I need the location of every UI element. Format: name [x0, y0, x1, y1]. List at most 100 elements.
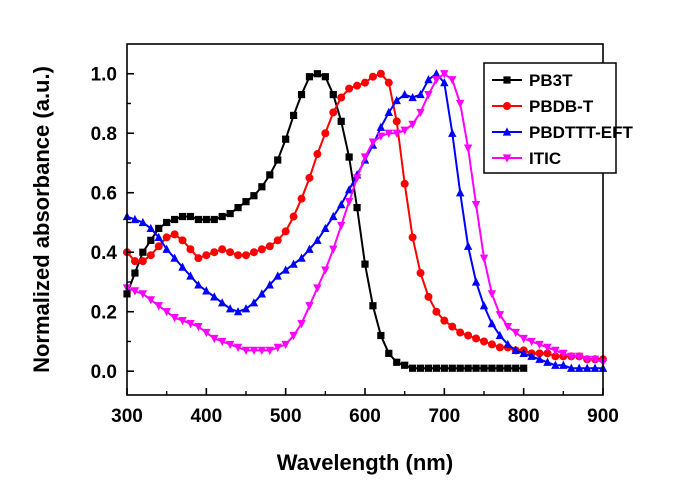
- data-point: [519, 348, 528, 357]
- data-point: [376, 122, 386, 131]
- data-point: [361, 260, 369, 268]
- data-point: [384, 78, 393, 87]
- data-point: [147, 236, 155, 244]
- data-point: [384, 129, 393, 138]
- data-point: [479, 254, 489, 263]
- legend-item: ITIC: [492, 149, 561, 168]
- data-point: [392, 129, 401, 138]
- data-point: [535, 340, 544, 350]
- data-point: [496, 364, 504, 372]
- data-point: [400, 89, 409, 99]
- legend-label: ITIC: [529, 149, 561, 168]
- data-point: [234, 251, 243, 260]
- data-point: [194, 254, 203, 263]
- legend-label: PBDTTT-EFT: [529, 123, 633, 142]
- data-point: [352, 174, 362, 183]
- y-axis-title: Normalized absorbance (a.u.): [29, 66, 54, 373]
- data-point: [440, 364, 448, 372]
- data-point: [401, 361, 409, 369]
- data-point: [186, 320, 195, 329]
- legend-marker: [502, 154, 512, 163]
- data-point: [305, 244, 314, 253]
- data-point: [202, 251, 211, 260]
- x-tick-label: 500: [270, 406, 302, 427]
- data-point: [432, 76, 441, 85]
- x-tick-label: 400: [190, 406, 222, 427]
- data-point: [218, 337, 227, 347]
- data-point: [472, 364, 480, 372]
- data-point: [471, 201, 481, 210]
- data-point: [416, 108, 425, 118]
- data-point: [146, 251, 155, 260]
- y-tick-label: 0.8: [91, 124, 117, 145]
- series-pb3t: [123, 70, 528, 372]
- data-point: [368, 138, 378, 147]
- data-point: [345, 153, 353, 161]
- data-point: [194, 215, 202, 224]
- data-point: [273, 271, 282, 280]
- data-point: [376, 69, 385, 78]
- data-point: [290, 111, 298, 119]
- x-tick-label: 600: [349, 406, 381, 427]
- data-point: [559, 360, 568, 369]
- data-point: [416, 89, 425, 99]
- data-point: [567, 363, 576, 372]
- data-point: [393, 358, 401, 366]
- data-point: [273, 343, 282, 353]
- data-point: [337, 117, 345, 125]
- series-itic: [122, 70, 608, 367]
- data-point: [233, 307, 243, 316]
- legend-label: PBDB-T: [529, 97, 594, 116]
- y-tick-label: 0.6: [91, 184, 117, 205]
- data-point: [194, 280, 203, 289]
- x-tick-label: 700: [428, 406, 460, 427]
- data-point: [218, 298, 227, 307]
- data-point: [210, 292, 219, 301]
- data-point: [416, 269, 425, 278]
- data-point: [377, 331, 385, 340]
- legend-marker: [503, 76, 511, 84]
- data-point: [361, 78, 369, 87]
- data-point: [487, 319, 497, 328]
- data-point: [313, 150, 322, 159]
- data-point: [567, 352, 576, 361]
- data-point: [313, 235, 322, 244]
- data-point: [535, 349, 544, 358]
- data-point: [408, 92, 417, 102]
- data-point: [368, 72, 377, 81]
- data-point: [495, 343, 504, 352]
- data-point: [138, 257, 147, 266]
- data-point: [194, 322, 203, 332]
- legend-label: PB3T: [529, 71, 573, 90]
- data-point: [241, 304, 251, 313]
- data-point: [385, 349, 393, 357]
- data-point: [265, 280, 274, 289]
- data-point: [543, 343, 552, 353]
- data-point: [257, 245, 266, 254]
- legend-item: PBDB-T: [492, 97, 594, 116]
- tick-labels: 300 400 500 600 700 800 900 0.0 0.2 0.4 0.6 0.8 1.0: [91, 65, 619, 427]
- data-point: [590, 363, 600, 372]
- data-point: [313, 70, 321, 78]
- data-point: [225, 340, 235, 350]
- data-point: [170, 253, 179, 262]
- data-point: [146, 223, 155, 233]
- data-point: [551, 352, 560, 361]
- data-point: [376, 132, 386, 141]
- x-tick-label: 900: [587, 406, 619, 427]
- data-point: [488, 364, 496, 372]
- data-point: [202, 286, 211, 295]
- data-point: [590, 355, 600, 364]
- data-point: [305, 302, 314, 311]
- data-point: [424, 364, 433, 372]
- data-point: [527, 351, 536, 360]
- data-point: [464, 364, 472, 372]
- data-point: [171, 215, 179, 224]
- data-point: [369, 302, 377, 310]
- data-point: [432, 69, 441, 78]
- data-point: [226, 209, 234, 218]
- data-point: [162, 308, 171, 317]
- legend: PB3T PBDB-T PBDTTT-EFT ITIC: [483, 62, 633, 174]
- data-point: [495, 330, 505, 340]
- data-point: [495, 311, 505, 320]
